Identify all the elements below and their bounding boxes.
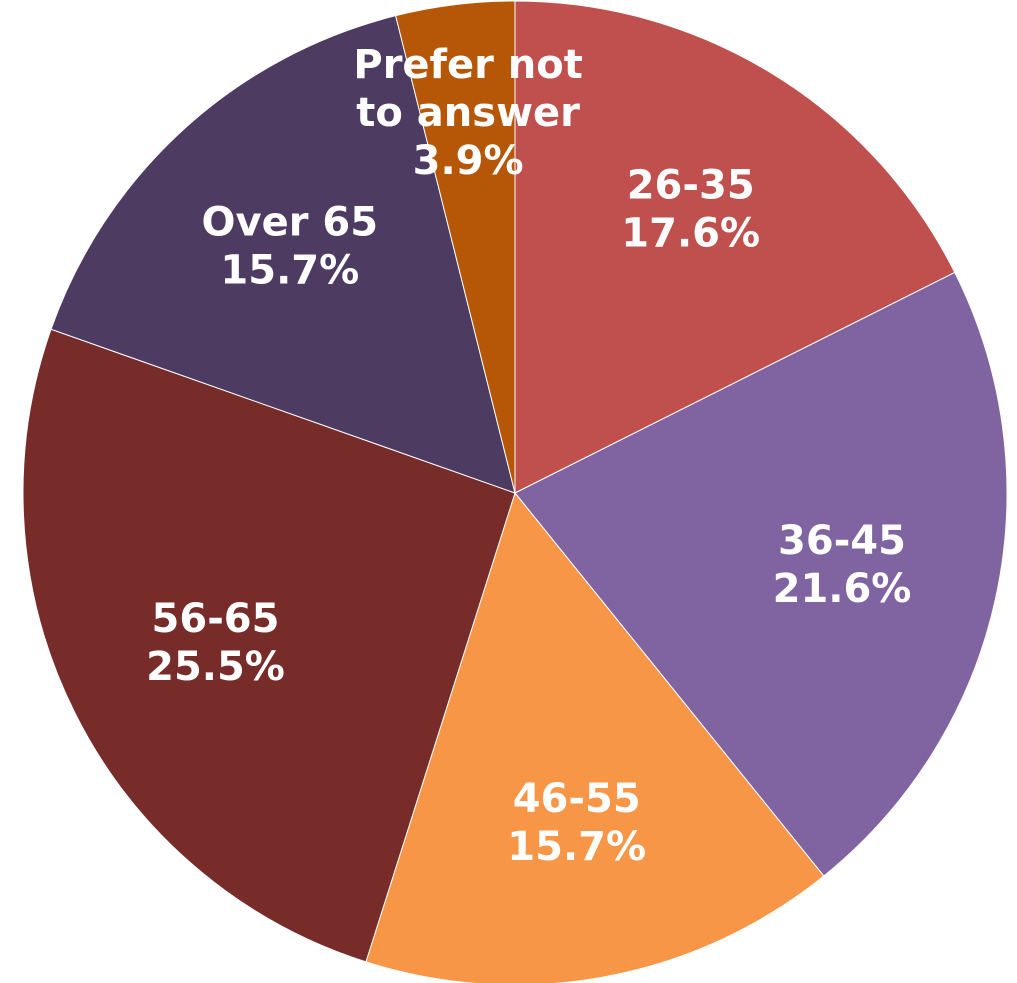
- pie-labels: 26-35 17.6%36-45 21.6%46-55 15.7%56-65 25.5%…: [146, 42, 911, 870]
- pie-slice-3: [22, 328, 516, 963]
- slice-value-1: 21.6%: [773, 566, 912, 612]
- pie-slice-4: [50, 15, 516, 494]
- slice-category-5: Prefer not: [353, 42, 582, 88]
- pie-slices: [22, 0, 1008, 983]
- slice-value-3: 25.5%: [146, 644, 285, 690]
- slice-category-5: to answer: [356, 90, 580, 136]
- pie-slice-1: [514, 271, 1008, 877]
- pie-slice-5: [395, 0, 516, 494]
- slice-category-3: 56-65: [152, 596, 280, 642]
- slice-label-3: 56-65 25.5%: [146, 596, 285, 690]
- slice-label-4: Over 65 15.7%: [202, 200, 379, 294]
- slice-value-2: 15.7%: [507, 824, 646, 870]
- slice-label-0: 26-35 17.6%: [621, 162, 760, 256]
- slice-value-4: 15.7%: [220, 248, 359, 294]
- slice-category-4: Over 65: [202, 200, 379, 246]
- slice-label-2: 46-55 15.7%: [507, 776, 646, 870]
- slice-label-1: 36-45 21.6%: [773, 518, 912, 612]
- slice-value-0: 17.6%: [621, 210, 760, 256]
- slice-value-5: 3.9%: [413, 138, 524, 184]
- slice-category-2: 46-55: [513, 776, 641, 822]
- pie-slice-0: [514, 0, 956, 494]
- slice-category-0: 26-35: [627, 162, 755, 208]
- pie-slice-2: [365, 491, 825, 983]
- slice-label-5: Prefer not to answer 3.9%: [353, 42, 582, 184]
- slice-category-1: 36-45: [778, 518, 906, 564]
